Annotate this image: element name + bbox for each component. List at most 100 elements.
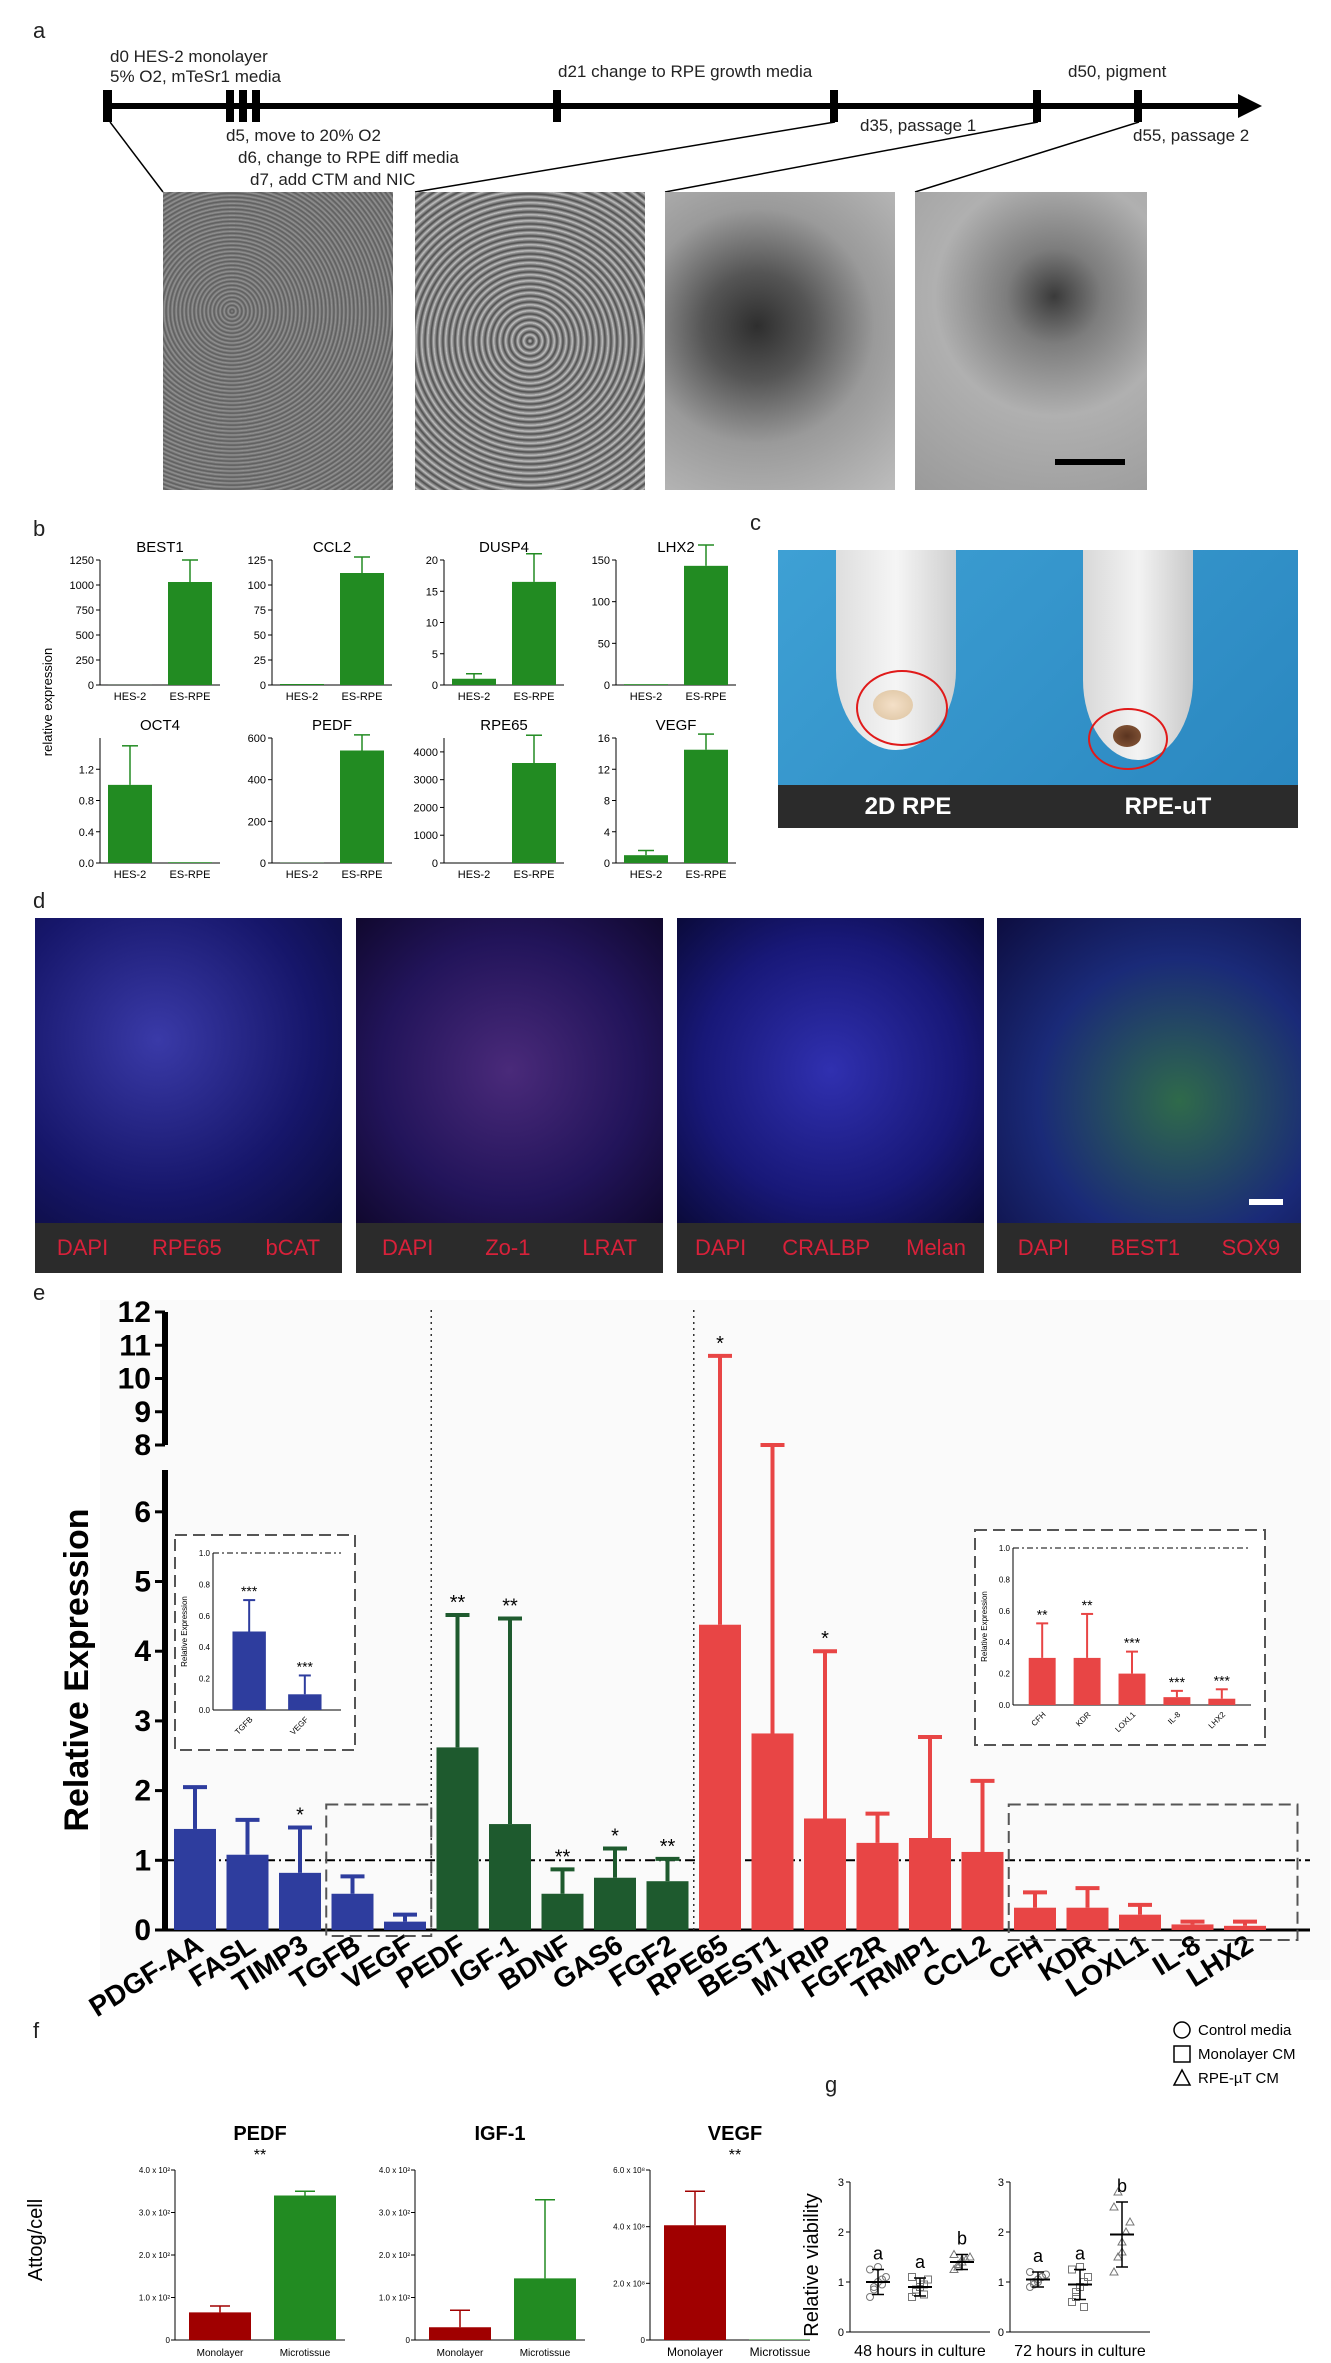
y-tick-label: 2.0 x 10⁸: [613, 2279, 645, 2288]
bar: [280, 684, 324, 685]
y-axis-label: Relative Expression: [58, 1508, 96, 1831]
subplot-best1: BEST1 0 250 500 750 1000 1250 HES-2 ES-RPE: [70, 539, 220, 703]
data-point: [965, 2251, 975, 2261]
x-tick-label: ES-RPE: [342, 691, 383, 703]
y-tick-label: 0: [88, 680, 94, 692]
chart-e: Relative Expression891011120123456PDGF-A…: [58, 1296, 1330, 2023]
subplot-2: 0 1 2 3 72 hours in culture a a b: [998, 2176, 1150, 2360]
bar: [1066, 1907, 1109, 1930]
timeline-label: d7, add CTM and NIC: [250, 170, 416, 189]
y-tick-label: 1.2: [79, 764, 94, 776]
stain-label: SOX9: [1221, 1235, 1281, 1260]
bar: [340, 750, 384, 863]
subplot-pedf: PEDF ** 0 1.0 x 10² 2.0 x 10² 3.0 x 10² 4.0 x …: [139, 2123, 345, 2359]
y-tick-label: 12: [598, 764, 610, 776]
y-tick-label: 1.0: [999, 1544, 1011, 1553]
if-caption-2: DAPI Zo-1 LRAT: [356, 1223, 663, 1273]
chart-g: Control media Monolayer CM RPE-µT CM Relati…: [801, 2021, 1296, 2360]
y-tick-label: 400: [248, 775, 266, 787]
panel-label-b: b: [33, 516, 46, 541]
timeline-diagram: [103, 90, 1262, 193]
y-tick-label: 750: [76, 605, 94, 617]
data-point: [908, 2273, 916, 2281]
bar: [1028, 1657, 1056, 1705]
y-tick-label: 1.0 x 10²: [379, 2294, 410, 2303]
bar: [331, 1893, 374, 1930]
legend-marker-square: [1173, 2045, 1191, 2063]
subplot-rpe65: RPE65 0 1000 2000 3000 4000 HES-2 ES-RPE: [414, 717, 564, 880]
significance-mark: **: [555, 1846, 571, 1868]
micrograph-d50: [915, 192, 1147, 490]
if-caption-1: DAPI RPE65 bCAT: [35, 1223, 342, 1273]
x-tick-label: ES-RPE: [514, 691, 555, 703]
data-point: [866, 2293, 874, 2301]
subplot-ccl2: CCL2 0 25 50 75 100 125 HES-2 ES-RPE: [248, 539, 392, 703]
subplot-title: VEGF: [656, 717, 697, 734]
bar: [541, 1893, 584, 1930]
bar: [429, 2327, 491, 2340]
significance-mark: *: [611, 1825, 619, 1847]
timeline-label: 5% O2, mTeSr1 media: [110, 67, 282, 86]
significance-mark: ***: [297, 1658, 314, 1674]
bar: [1208, 1698, 1236, 1705]
y-tick-label: 15: [426, 586, 438, 598]
bar: [168, 862, 212, 863]
y-tick-label: 1: [134, 1844, 151, 1877]
bar: [751, 1733, 794, 1930]
bar: [288, 1694, 322, 1710]
y-tick-label: 16: [598, 733, 610, 745]
subplot-title: RPE65: [480, 717, 528, 734]
x-tick-label: ES-RPE: [170, 691, 211, 703]
stain-label: LRAT: [582, 1235, 638, 1260]
y-tick-label: 1250: [70, 555, 94, 567]
y-tick-label: 2.0 x 10²: [379, 2251, 410, 2260]
y-tick-label: 50: [598, 638, 610, 650]
significance-mark: *: [296, 1805, 304, 1827]
significance-mark: **: [450, 1592, 466, 1614]
x-tick-label: HES-2: [114, 869, 146, 880]
legend-marker-triangle: [1172, 2068, 1192, 2086]
y-tick-label: 0.2: [199, 1675, 211, 1684]
bar: [512, 763, 556, 863]
y-tick-label: 2.0 x 10²: [139, 2251, 170, 2260]
y-tick-label: 100: [248, 580, 266, 592]
y-tick-label: 3: [134, 1705, 151, 1738]
y-tick-label: 200: [248, 816, 266, 828]
group-letter: a: [1075, 2244, 1086, 2264]
y-tick-label: 0: [260, 858, 266, 870]
stain-label: Melan: [906, 1235, 967, 1260]
bar: [699, 1624, 741, 1930]
y-tick-label: 4000: [414, 747, 438, 759]
y-tick-label: 600: [248, 733, 266, 745]
timeline-label: d35, passage 1: [860, 116, 977, 135]
subplot-lhx2: LHX2 0 50 100 150 HES-2 ES-RPE: [592, 539, 736, 703]
x-tick-label: ES-RPE: [686, 869, 727, 880]
bar: [489, 1824, 531, 1930]
x-tick-label: Monolayer: [667, 2345, 723, 2359]
data-point: [1113, 2251, 1123, 2261]
x-tick-label: Monolayer: [197, 2348, 244, 2359]
bar: [274, 2195, 336, 2340]
x-tick-label: Monolayer: [437, 2348, 484, 2359]
panel-label-a: a: [33, 18, 46, 43]
inset-highlight-box: [1007, 1803, 1299, 1942]
x-axis-label: 48 hours in culture: [854, 2343, 986, 2360]
bar: [1014, 1907, 1056, 1930]
y-tick-label: 12: [118, 1296, 151, 1329]
y-tick-label: 2: [838, 2227, 844, 2239]
legend-label: Control media: [1198, 2022, 1292, 2039]
if-image-1: [35, 918, 342, 1223]
bar: [512, 581, 556, 685]
significance-mark: *: [716, 1333, 724, 1355]
y-tick-label: 0.6: [199, 1612, 211, 1621]
y-tick-label: 0: [134, 1914, 151, 1947]
significance-mark: ***: [1214, 1672, 1231, 1688]
significance-mark: **: [1082, 1597, 1093, 1613]
bar: [624, 684, 668, 685]
y-tick-label: 0.4: [199, 1643, 211, 1652]
inset-frame: [974, 1529, 1266, 1746]
if-image-3: [677, 918, 984, 1223]
chart-f: Attog/cell PEDF ** 0 1.0 x 10² 2.0 x 10² 3.0 x…: [25, 2123, 810, 2359]
y-tick-label: 3.0 x 10²: [139, 2209, 170, 2218]
group-letter: a: [873, 2244, 884, 2264]
